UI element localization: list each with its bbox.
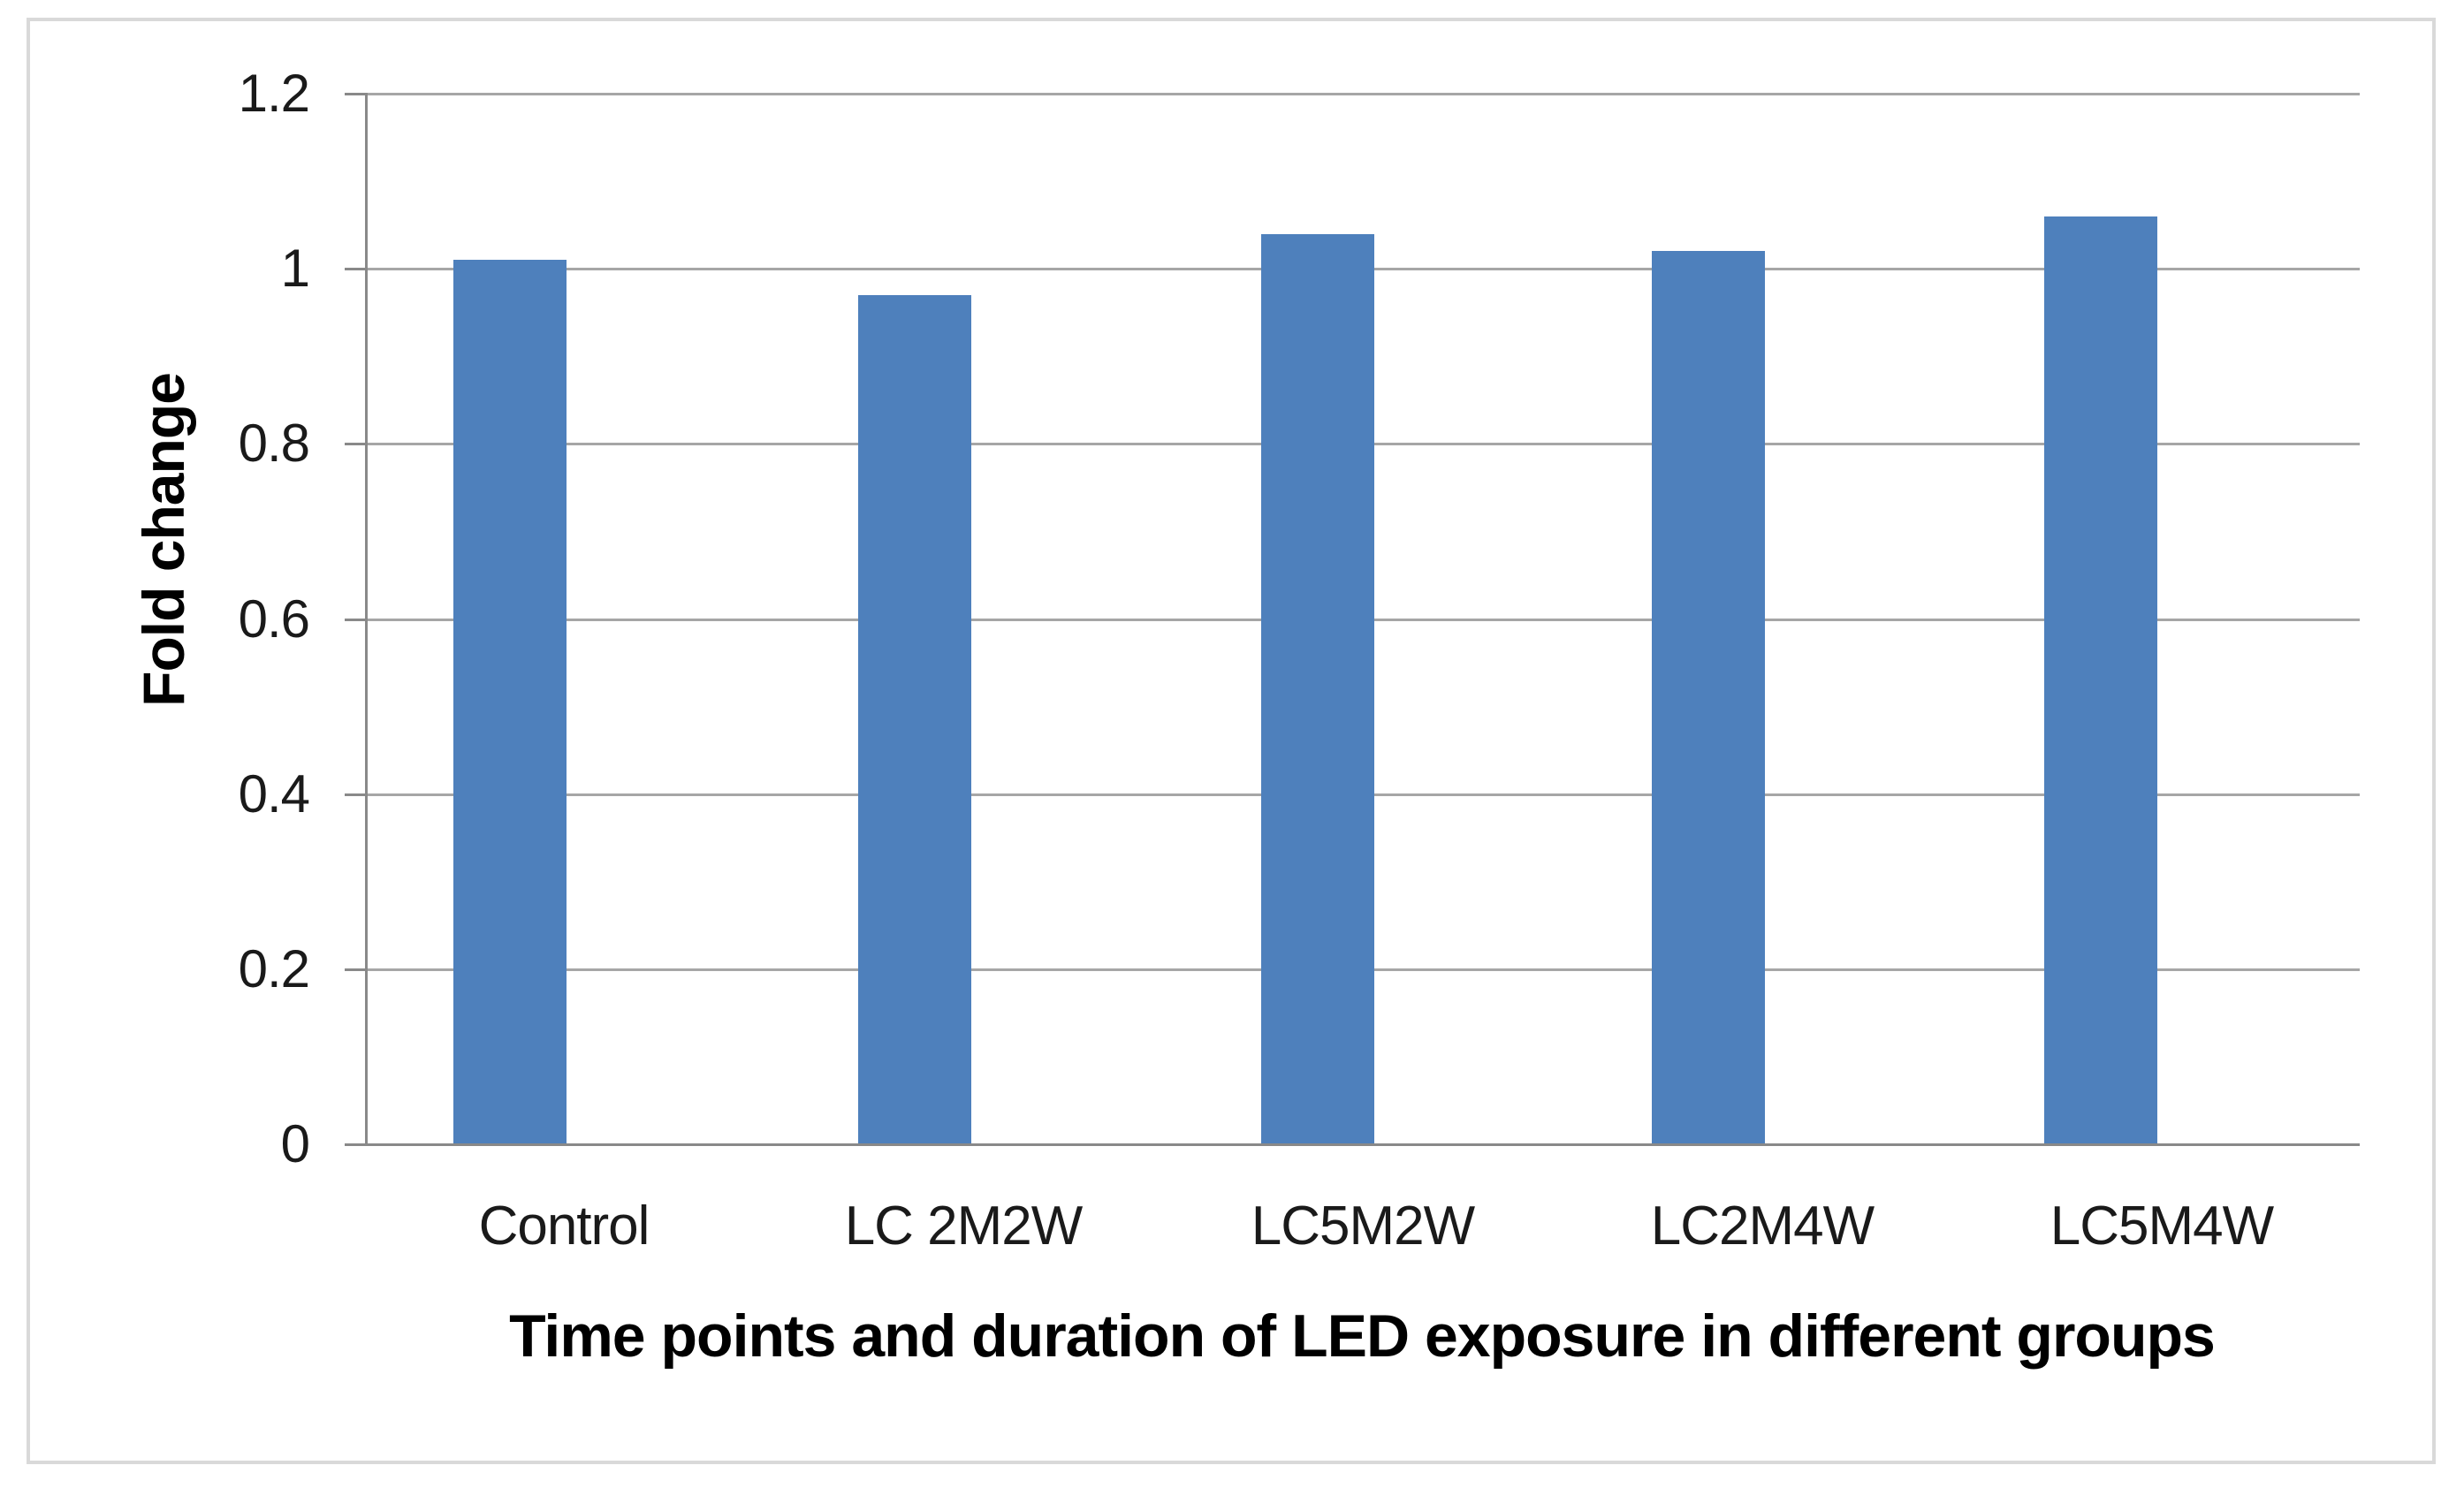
y-tick-label-0.4: 0.4 [238, 763, 310, 824]
y-tick-label-1.2: 1.2 [238, 64, 310, 123]
x-category-label-control: Control [478, 1196, 650, 1256]
y-tick-label-0: 0 [280, 1114, 310, 1173]
gridline-y-1.2 [366, 93, 2360, 95]
y-tick-label-1: 1 [280, 239, 310, 299]
x-axis-title: Time points and duration of LED exposure… [509, 1302, 2216, 1370]
y-tick-mark-0.6 [345, 618, 366, 621]
y-tick-mark-1 [345, 268, 366, 271]
bar-lc2m4w [1652, 251, 1765, 1144]
x-category-label-lc2m4w: LC2M4W [1650, 1196, 1875, 1256]
x-axis-line [345, 1143, 2360, 1146]
bar-lc2m2w [858, 294, 971, 1144]
bar-lc5m4w [2044, 216, 2157, 1144]
y-axis-title: Fold change [131, 373, 196, 707]
x-category-label-lc5m2w: LC5M2W [1251, 1196, 1475, 1256]
x-category-label-lc2m2w: LC 2M2W [844, 1196, 1084, 1256]
bar-control [453, 260, 567, 1144]
x-category-label-lc5m4w: LC5M4W [2050, 1196, 2274, 1256]
y-axis-line [365, 93, 368, 1145]
chart-border [27, 18, 2436, 1464]
y-tick-label-0.2: 0.2 [238, 938, 310, 998]
y-tick-mark-0.4 [345, 793, 366, 796]
bar-lc5m2w [1261, 233, 1374, 1144]
y-tick-mark-0.8 [345, 443, 366, 446]
y-tick-mark-1.2 [345, 93, 366, 95]
y-tick-label-0.8: 0.8 [238, 414, 310, 474]
y-tick-mark-0.2 [345, 968, 366, 971]
y-tick-label-0.6: 0.6 [238, 588, 310, 649]
